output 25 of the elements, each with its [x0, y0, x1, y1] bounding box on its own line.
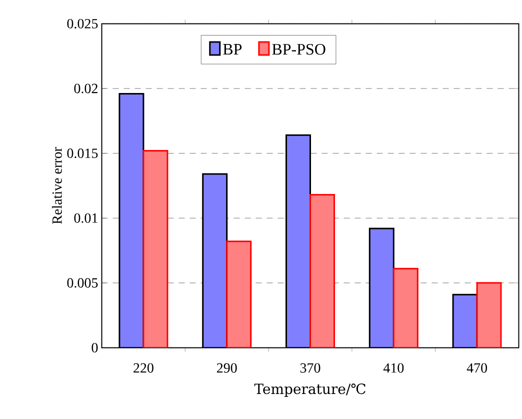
x-tick-label: 410	[383, 363, 404, 373]
bar	[310, 194, 335, 348]
y-tick-label: 0.005	[67, 278, 98, 288]
legend-label: BP-PSO	[272, 44, 326, 55]
bar	[118, 92, 144, 348]
x-tick-label: 470	[466, 363, 488, 373]
bar	[202, 173, 228, 348]
bar	[142, 150, 168, 348]
y-axis-title: Relative error	[52, 147, 62, 224]
bar	[392, 268, 418, 348]
y-tick-label: 0.015	[67, 148, 98, 158]
bar	[476, 282, 502, 348]
x-tick-label: 290	[216, 363, 237, 373]
bar	[368, 228, 394, 348]
bar	[452, 294, 478, 348]
bar	[286, 134, 311, 348]
x-tick-label: 220	[134, 363, 154, 373]
x-tick-label: 370	[300, 363, 320, 373]
y-tick-label: 0.01	[74, 213, 98, 223]
x-axis-title: Temperature/℃	[254, 384, 366, 397]
y-tick-label: 0	[92, 342, 98, 352]
y-tick-label: 0.025	[67, 18, 98, 28]
y-tick-label: 0.02	[74, 84, 98, 94]
bar	[226, 240, 252, 348]
legend-label: BP	[223, 44, 242, 55]
